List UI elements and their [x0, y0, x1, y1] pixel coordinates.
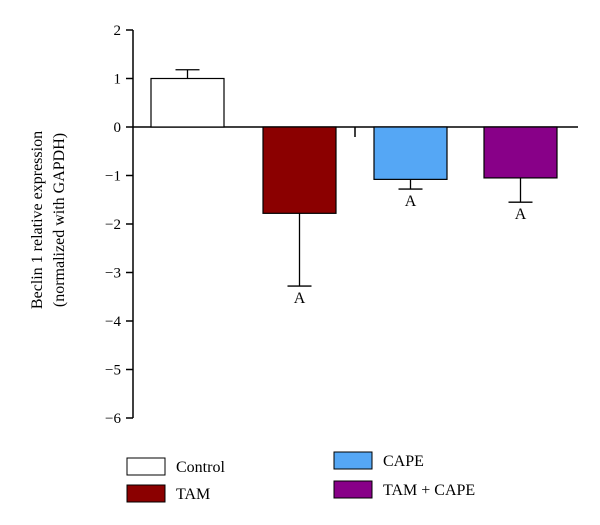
y-axis-label-line2: (normalized with GAPDH): [51, 133, 68, 307]
y-axis: 2 1 0 −1 −2 −3 −4 −5 −6: [105, 23, 134, 427]
legend-swatch: [126, 484, 166, 503]
y-tick-label: −2: [105, 217, 121, 233]
legend: Control TAM CAPE TAM + CAPE: [126, 451, 475, 503]
significance-label: A: [405, 193, 417, 210]
y-axis-label-line1: Beclin 1 relative expression: [29, 131, 46, 309]
y-tick-label: −4: [105, 314, 121, 330]
y-tick-label: −1: [105, 169, 121, 185]
y-tick-label: 1: [114, 72, 122, 88]
significance-label: A: [515, 206, 527, 223]
legend-label: Control: [176, 459, 225, 476]
bar: [373, 126, 448, 180]
legend-label: TAM: [176, 486, 210, 503]
legend-label: TAM + CAPE: [383, 482, 475, 499]
y-tick-label: −6: [105, 411, 121, 427]
significance-label: A: [294, 290, 306, 307]
y-tick-label: 0: [114, 120, 122, 136]
y-tick-label: −5: [105, 363, 121, 379]
legend-swatch: [126, 457, 166, 476]
y-tick-label: 2: [114, 23, 122, 39]
y-tick-label: −3: [105, 266, 121, 282]
bar: [150, 77, 225, 128]
bar: [483, 126, 558, 179]
legend-label: CAPE: [383, 453, 424, 470]
legend-swatch: [333, 451, 373, 470]
legend-swatch: [333, 480, 373, 499]
bar: [262, 126, 337, 214]
bars: A A A: [150, 69, 558, 307]
